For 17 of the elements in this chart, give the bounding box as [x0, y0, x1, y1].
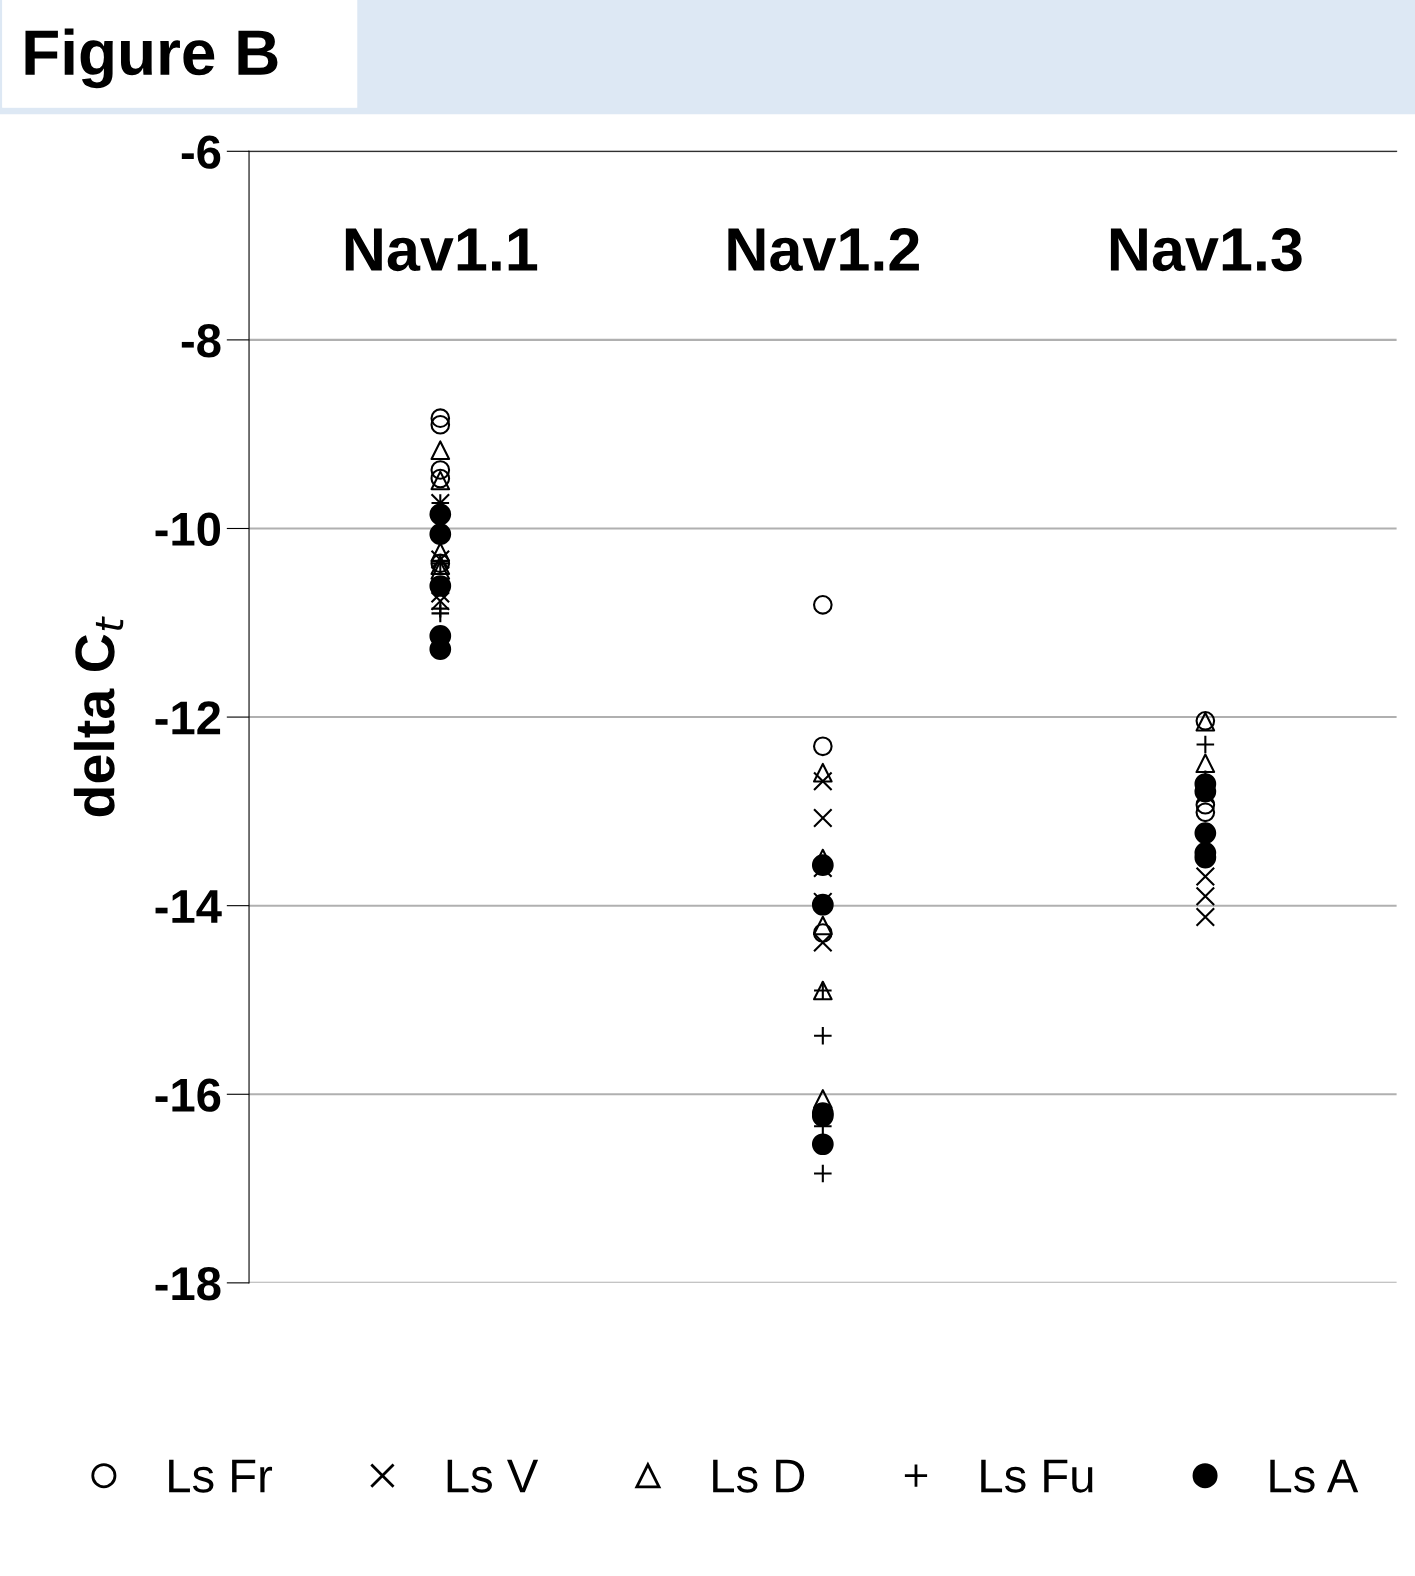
y-tick-label: -6	[181, 135, 221, 169]
y-tick-label: -10	[155, 512, 221, 547]
y-tick-label: -8	[181, 324, 221, 358]
legend-label: Ls Fr	[169, 1459, 273, 1493]
legend-label: Ls V	[447, 1459, 539, 1493]
y-axis-title: delta C$_{t}$	[73, 616, 124, 817]
y-tick-label: -18	[155, 1267, 221, 1301]
y-tick-label: -16	[155, 1078, 221, 1112]
x-tick-label: Nav1.1	[345, 228, 538, 272]
legend-label: Ls D	[713, 1459, 805, 1493]
x-tick-label: Nav1.3	[1110, 227, 1302, 272]
y-tick-label: -12	[155, 701, 221, 735]
legend-label: Ls Fu	[981, 1459, 1093, 1493]
chart-title: Figure B	[25, 28, 278, 89]
y-tick-label: -14	[155, 890, 222, 923]
x-tick-label: Nav1.2	[728, 227, 919, 272]
legend-label: Ls A	[1270, 1459, 1359, 1493]
